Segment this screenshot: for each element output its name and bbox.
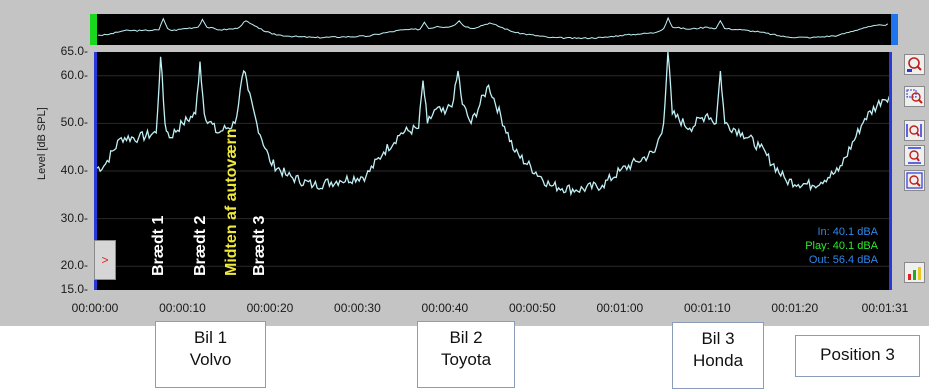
car-label-bil-3: Bil 3 Honda: [672, 322, 764, 389]
car-label-bil-1: Bil 1 Volvo: [155, 321, 266, 388]
annotation-braedt-2: Brædt 2: [192, 215, 209, 276]
annotation-braedt-1: Brædt 1: [150, 215, 167, 276]
x-tick-label: 00:00:10: [159, 301, 206, 315]
y-tick-label: 30.0-: [60, 210, 88, 225]
overview-end-marker[interactable]: [891, 14, 898, 45]
car-3-make: Honda: [692, 351, 744, 370]
car-1-number: Bil 1: [193, 328, 228, 347]
zoom-y-icon: [908, 147, 921, 164]
readout-out: Out: 56.4 dBA: [808, 254, 878, 266]
level-viewer-window: Level [dB SPL] 65.0- 60.0- 50.0- 40.0- 30.0-…: [0, 0, 929, 326]
x-tick-label: 00:01:00: [596, 301, 644, 315]
readout-in: In: 40.1 dBA: [817, 226, 878, 238]
pan-zoom-icon: [906, 172, 923, 189]
right-range-cursor[interactable]: [889, 52, 892, 290]
level-trace-line: [94, 52, 892, 197]
car-1-make: Volvo: [189, 350, 232, 369]
car-3-number: Bil 3: [701, 329, 735, 348]
car-label-bil-2: Bil 2 Toyota: [417, 321, 515, 388]
level-chart: [94, 52, 892, 267]
overview-strip[interactable]: [90, 14, 898, 45]
zoom-region-button[interactable]: [904, 86, 925, 107]
y-tick-label: 20.0-: [60, 258, 88, 273]
y-tick-label: 15.0-: [60, 282, 88, 296]
y-tick-label: 65.0-: [60, 44, 88, 58]
overview-start-marker[interactable]: [90, 14, 97, 45]
overview-trace: [97, 16, 889, 40]
y-tick-label: 60.0-: [60, 67, 88, 82]
x-tick-label: 00:00:20: [246, 301, 294, 315]
pan-zoom-button[interactable]: [904, 170, 925, 191]
x-tick-label: 00:01:10: [683, 301, 731, 315]
x-tick-label: 00:00:00: [71, 301, 119, 315]
readout-play: Play: 40.1 dBA: [805, 240, 878, 252]
position-label: Position 3: [795, 335, 920, 377]
x-tick-label: 00:01:20: [771, 301, 819, 315]
zoom-x-icon: [906, 124, 922, 137]
x-tick-label: 00:00:50: [509, 301, 556, 315]
x-tick-label: 00:00:30: [334, 301, 381, 315]
car-2-make: Toyota: [440, 350, 492, 369]
annotation-midten-af-autovaern: Midten af autoværn: [223, 128, 240, 276]
zoom-fit-icon: [907, 57, 922, 72]
annotation-braedt-3: Brædt 3: [251, 215, 268, 276]
zoom-x-button[interactable]: [904, 120, 925, 141]
color-palette-icon: [908, 267, 921, 280]
y-tick-label: 50.0-: [60, 115, 88, 130]
zoom-region-icon: [906, 89, 923, 104]
zoom-fit-button[interactable]: [904, 54, 925, 75]
zoom-y-button[interactable]: [904, 145, 925, 166]
overview-trace-line: [97, 16, 889, 40]
x-tick-label: 00:00:40: [421, 301, 469, 315]
color-palette-button[interactable]: [904, 262, 925, 283]
cursor-toggle-button[interactable]: >: [94, 240, 116, 280]
car-2-number: Bil 2: [449, 328, 483, 347]
plot-area[interactable]: Brædt 1 Brædt 2 Midten af autoværn Brædt…: [94, 52, 892, 290]
y-tick-label: 40.0-: [60, 163, 88, 177]
x-tick-label: 00:01:31: [861, 301, 909, 315]
left-range-cursor[interactable]: [94, 52, 97, 290]
